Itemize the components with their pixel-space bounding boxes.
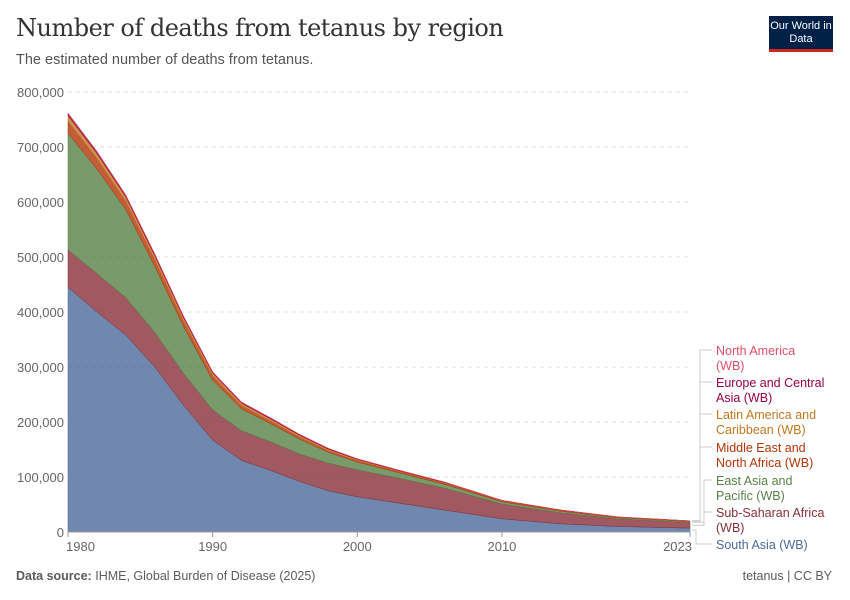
legend-label: Europe and Central Asia (WB) (716, 376, 824, 405)
x-tick-label: 1980 (66, 539, 95, 554)
y-tick-label: 300,000 (17, 360, 64, 375)
legend-connector (692, 511, 712, 526)
chart-subtitle: The estimated number of deaths from teta… (16, 52, 314, 68)
legend-connector (692, 446, 712, 522)
legend-connector (692, 413, 712, 522)
y-tick-label: 200,000 (17, 415, 64, 430)
legend-label: East Asia and Pacific (WB) (716, 474, 792, 503)
legend-connector (692, 479, 712, 523)
source-label: Data source: (16, 569, 92, 583)
y-tick-label: 100,000 (17, 470, 64, 485)
legend-label: Sub-Saharan Africa (WB) (716, 506, 824, 535)
y-tick-label: 0 (57, 525, 64, 540)
x-tick-label: 1990 (198, 539, 227, 554)
y-tick-label: 700,000 (17, 140, 64, 155)
y-tick-label: 800,000 (17, 85, 64, 100)
y-tick-label: 500,000 (17, 250, 64, 265)
y-tick-label: 600,000 (17, 195, 64, 210)
x-tick-label: 2010 (487, 539, 516, 554)
y-tick-label: 400,000 (17, 305, 64, 320)
data-source: Data source: IHME, Global Burden of Dise… (16, 569, 315, 583)
legend-label: Latin America and Caribbean (WB) (716, 408, 816, 437)
x-tick-label: 2023 (663, 539, 692, 554)
legend-connector (692, 349, 712, 522)
legend-label: North America (WB) (716, 344, 795, 373)
legend: North America (WB) Europe and Central Asia … (692, 344, 824, 552)
areas (67, 112, 691, 533)
chart-title: Number of deaths from tetanus by region (16, 14, 504, 42)
legend-connector (692, 529, 712, 545)
legend-label: Middle East and North Africa (WB) (716, 441, 813, 470)
axes: 0 100,000 200,000 300,000 400,000 500,000 600,… (17, 85, 692, 554)
source-link[interactable]: IHME, Global Burden of Disease (2025) (95, 569, 316, 583)
legend-connector (692, 381, 712, 522)
owid-logo[interactable]: Our World in Data (769, 16, 833, 52)
license[interactable]: tetanus | CC BY (742, 569, 832, 583)
legend-label: South Asia (WB) (716, 538, 808, 552)
area-north-america-wb (67, 112, 691, 522)
x-tick-label: 2000 (343, 539, 372, 554)
